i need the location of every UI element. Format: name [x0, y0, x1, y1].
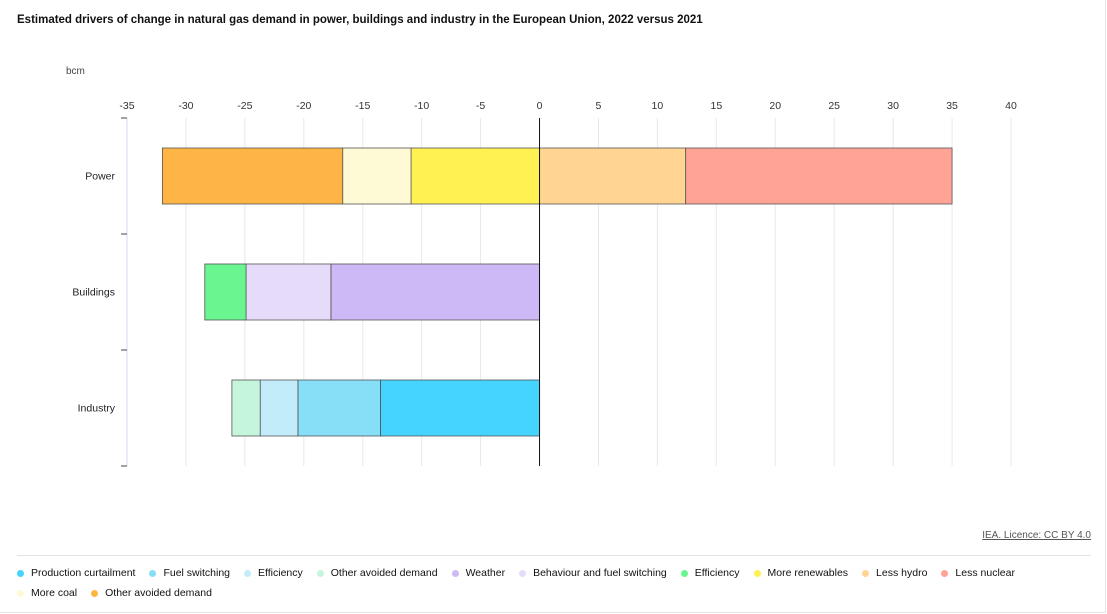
legend-label: Efficiency [694, 567, 740, 579]
legend-swatch [316, 569, 324, 577]
legend-swatch [862, 569, 870, 577]
legend-label: Production curtailment [31, 567, 136, 579]
legend-item[interactable]: Other avoided demand [91, 587, 212, 599]
chart-title: Estimated drivers of change in natural g… [17, 14, 703, 26]
x-tick-label: -15 [355, 100, 370, 112]
bar-segment [380, 379, 540, 437]
bar-segment [685, 147, 953, 205]
legend: Production curtailment Fuel switching Effi… [17, 567, 1077, 599]
x-tick-label: -20 [296, 100, 311, 112]
legend-item[interactable]: More coal [17, 587, 77, 599]
x-tick-label: 40 [1005, 100, 1017, 112]
legend-label: Behaviour and fuel switching [533, 567, 667, 579]
x-tick-label: 25 [828, 100, 840, 112]
legend-item[interactable]: Production curtailment [17, 567, 135, 579]
category-label: Buildings [72, 287, 115, 299]
x-tick-label: 15 [710, 100, 722, 112]
x-tick-label: -5 [476, 100, 485, 112]
legend-swatch [17, 589, 24, 597]
legend-label: Less nuclear [955, 567, 1015, 579]
bar-segment [231, 379, 261, 437]
x-tick-label: -35 [119, 100, 134, 112]
category-label: Industry [78, 403, 116, 415]
bar-segment [330, 263, 540, 321]
legend-label: Other avoided demand [105, 587, 212, 599]
bar-segment [245, 263, 332, 321]
bar-segment [161, 147, 344, 205]
legend-item[interactable]: Less nuclear [941, 567, 1015, 579]
legend-swatch [941, 569, 949, 577]
legend-label: Other avoided demand [330, 567, 438, 579]
bar-segment [259, 379, 299, 437]
legend-item[interactable]: Efficiency [680, 567, 740, 579]
legend-label: Fuel switching [163, 567, 230, 579]
legend-item[interactable]: Other avoided demand [316, 567, 438, 579]
bar-segment [342, 147, 412, 205]
category-label: Power [85, 171, 115, 183]
legend-swatch [149, 569, 157, 577]
x-tick-label: 30 [887, 100, 899, 112]
x-tick-label: -25 [237, 100, 252, 112]
licence-link[interactable]: IEA. Licence: CC BY 4.0 [982, 530, 1091, 541]
legend-divider [17, 555, 1091, 556]
x-tick-label: 5 [596, 100, 602, 112]
legend-swatch [519, 569, 527, 577]
bar-segment [204, 263, 247, 321]
x-tick-label: 10 [652, 100, 664, 112]
legend-item[interactable]: Less hydro [862, 567, 927, 579]
x-tick-label: 0 [537, 100, 543, 112]
x-tick-label: 20 [769, 100, 781, 112]
legend-label: Less hydro [876, 567, 928, 579]
legend-label: Efficiency [258, 567, 303, 579]
legend-swatch [451, 569, 459, 577]
legend-swatch [244, 569, 251, 577]
bar-segment [297, 379, 381, 437]
legend-label: More renewables [767, 567, 849, 579]
legend-item[interactable]: Weather [451, 567, 506, 579]
legend-swatch [680, 569, 688, 577]
legend-label: More coal [31, 587, 78, 599]
bar-segment [539, 147, 687, 205]
legend-label: Weather [465, 567, 506, 579]
legend-item[interactable]: More renewables [753, 567, 849, 579]
legend-item[interactable]: Fuel switching [149, 567, 230, 579]
x-tick-label: -30 [178, 100, 193, 112]
bar-segment [410, 147, 540, 205]
x-tick-label: 35 [946, 100, 958, 112]
legend-swatch [17, 569, 24, 577]
x-tick-label: -10 [414, 100, 429, 112]
legend-swatch [753, 569, 761, 577]
y-axis-unit: bcm [66, 66, 85, 77]
legend-item[interactable]: Behaviour and fuel switching [519, 567, 667, 579]
legend-item[interactable]: Efficiency [244, 567, 303, 579]
legend-swatch [91, 589, 99, 597]
